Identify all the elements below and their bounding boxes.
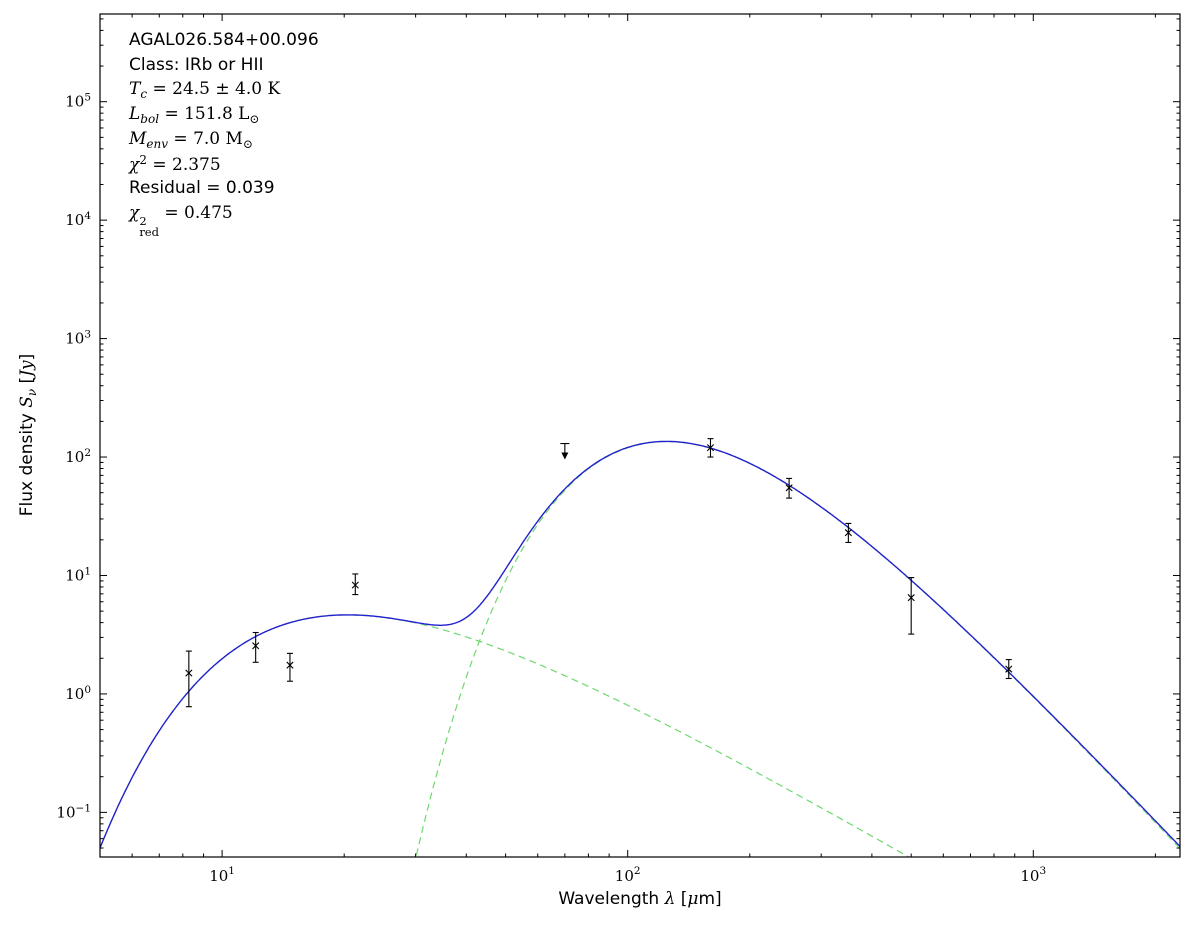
x-tick-label: 101 [209, 865, 235, 885]
y-tick-label: 100 [65, 684, 91, 703]
data-points [185, 438, 1013, 708]
data-point [286, 652, 294, 682]
plot-frame [99, 13, 1181, 858]
y-tick-label: 101 [65, 565, 91, 584]
data-point [351, 573, 359, 596]
fit-parameters-annotation: AGAL026.584+00.096 Class: IRb or HII Tc = … [129, 30, 319, 239]
y-tick-label: 103 [65, 329, 91, 348]
data-point [706, 438, 715, 458]
data-point [560, 442, 570, 460]
annotation-line-1: AGAL026.584+00.096 [129, 30, 319, 50]
x-axis-label: Wavelength λ [μm] [558, 889, 721, 909]
x-tick-label: 103 [1020, 865, 1046, 885]
annotation-line-2: Class: IRb or HII [129, 54, 264, 75]
annotation-line-6: χ2 = 2.375 [129, 153, 221, 176]
total-model-line [100, 440, 1180, 849]
annotation-line-5: Menv = 7.0 M⊙ [129, 128, 253, 151]
upper-limit-arrow-icon [561, 452, 569, 460]
y-tick-label: 105 [65, 92, 91, 111]
data-point [907, 577, 915, 635]
y-tick-label: 10−1 [56, 802, 91, 821]
model-curves [100, 440, 1180, 857]
data-point [785, 477, 793, 499]
y-tick-label: 102 [65, 447, 91, 466]
warm-component-line [100, 614, 910, 857]
y-tick-labels: 10−1 100 101 102 103 104 105 [56, 92, 91, 822]
data-point [252, 631, 260, 663]
data-point [185, 650, 193, 708]
sup-sub-stack: 2 red [139, 213, 159, 239]
x-tick-label: 102 [615, 865, 641, 885]
annotation-line-7: Residual = 0.039 [129, 178, 275, 199]
annotation-line-4: Lbol = 151.8 L⊙ [129, 104, 260, 127]
y-axis-label: Flux density Sν [Jy] [17, 354, 39, 517]
y-tick-label: 104 [65, 210, 91, 229]
data-point [844, 522, 852, 544]
annotation-line-8: χ 2 red = 0.475 [129, 202, 233, 239]
data-point [1005, 659, 1013, 680]
cold-component-line [415, 441, 1180, 857]
annotation-line-3: Tc = 24.5 ± 4.0 K [129, 79, 281, 102]
x-tick-labels: 101 102 103 [209, 865, 1046, 885]
